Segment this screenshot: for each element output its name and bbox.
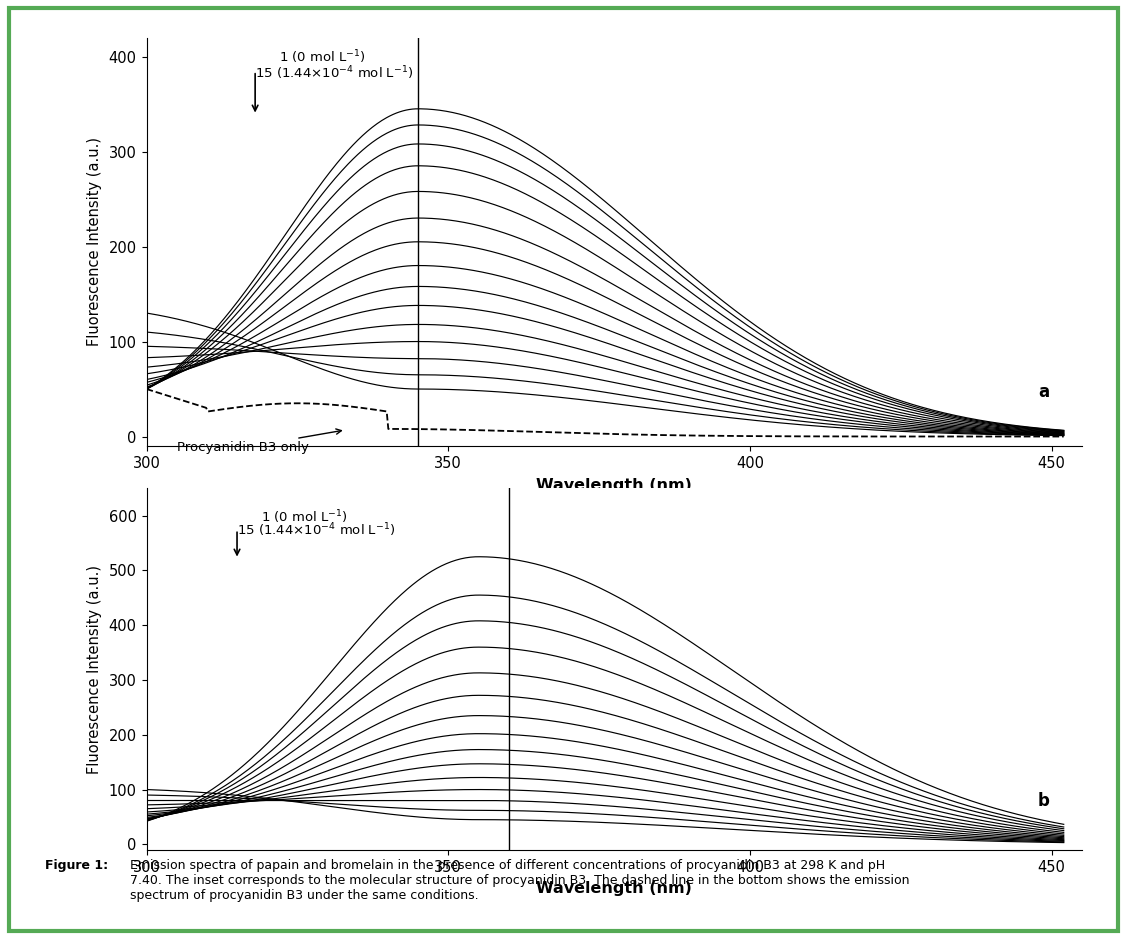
Text: Procyanidin B3 only: Procyanidin B3 only: [177, 429, 341, 454]
Text: b: b: [1037, 793, 1049, 810]
Text: Emission spectra of papain and bromelain in the presence of different concentrat: Emission spectra of papain and bromelain…: [130, 859, 909, 902]
X-axis label: Wavelength (nm): Wavelength (nm): [536, 882, 692, 897]
Text: 1 (0 mol L$^{-1}$): 1 (0 mol L$^{-1}$): [261, 509, 348, 526]
Text: Figure 1:: Figure 1:: [45, 859, 108, 872]
Y-axis label: Fluorescence Intensity (a.u.): Fluorescence Intensity (a.u.): [87, 137, 101, 346]
X-axis label: Wavelength (nm): Wavelength (nm): [536, 478, 692, 493]
Text: 15 (1.44$\times$10$^{-4}$ mol L$^{-1}$): 15 (1.44$\times$10$^{-4}$ mol L$^{-1}$): [255, 65, 414, 83]
Text: 15 (1.44$\times$10$^{-4}$ mol L$^{-1}$): 15 (1.44$\times$10$^{-4}$ mol L$^{-1}$): [237, 521, 396, 539]
Text: 1 (0 mol L$^{-1}$): 1 (0 mol L$^{-1}$): [279, 49, 366, 66]
Y-axis label: Fluorescence Intensity (a.u.): Fluorescence Intensity (a.u.): [87, 564, 101, 774]
Text: a: a: [1038, 383, 1049, 401]
